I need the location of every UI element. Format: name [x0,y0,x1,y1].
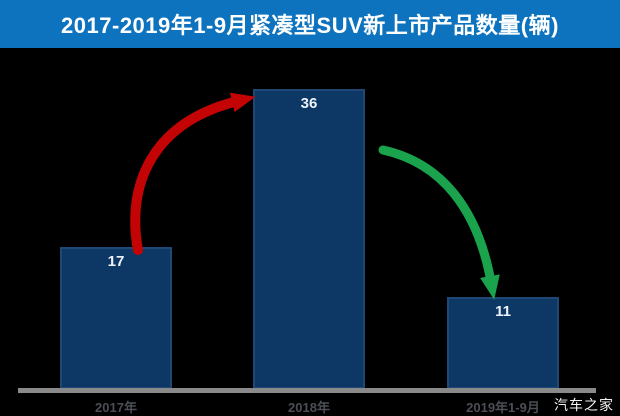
watermark: 汽车之家 [554,397,614,413]
x-axis-line [18,388,596,393]
category-label: 2019年1-9月 [466,400,540,415]
bar-2019年1-9月: 11 [447,297,559,389]
increase-arrow [130,92,256,255]
bar-value-label: 11 [495,303,511,320]
chart-title: 2017-2019年1-9月紧凑型SUV新上市产品数量(辆) [61,13,559,38]
bar-2018年: 36 [253,89,365,389]
bar-value-label: 17 [107,253,125,270]
bar-value-label: 36 [300,95,318,112]
category-label: 2018年 [288,400,330,415]
decrease-arrow [378,145,500,300]
title-banner: 2017-2019年1-9月紧凑型SUV新上市产品数量(辆) [0,0,620,48]
bar-2017年: 17 [60,247,172,389]
category-label: 2017年 [95,400,137,415]
